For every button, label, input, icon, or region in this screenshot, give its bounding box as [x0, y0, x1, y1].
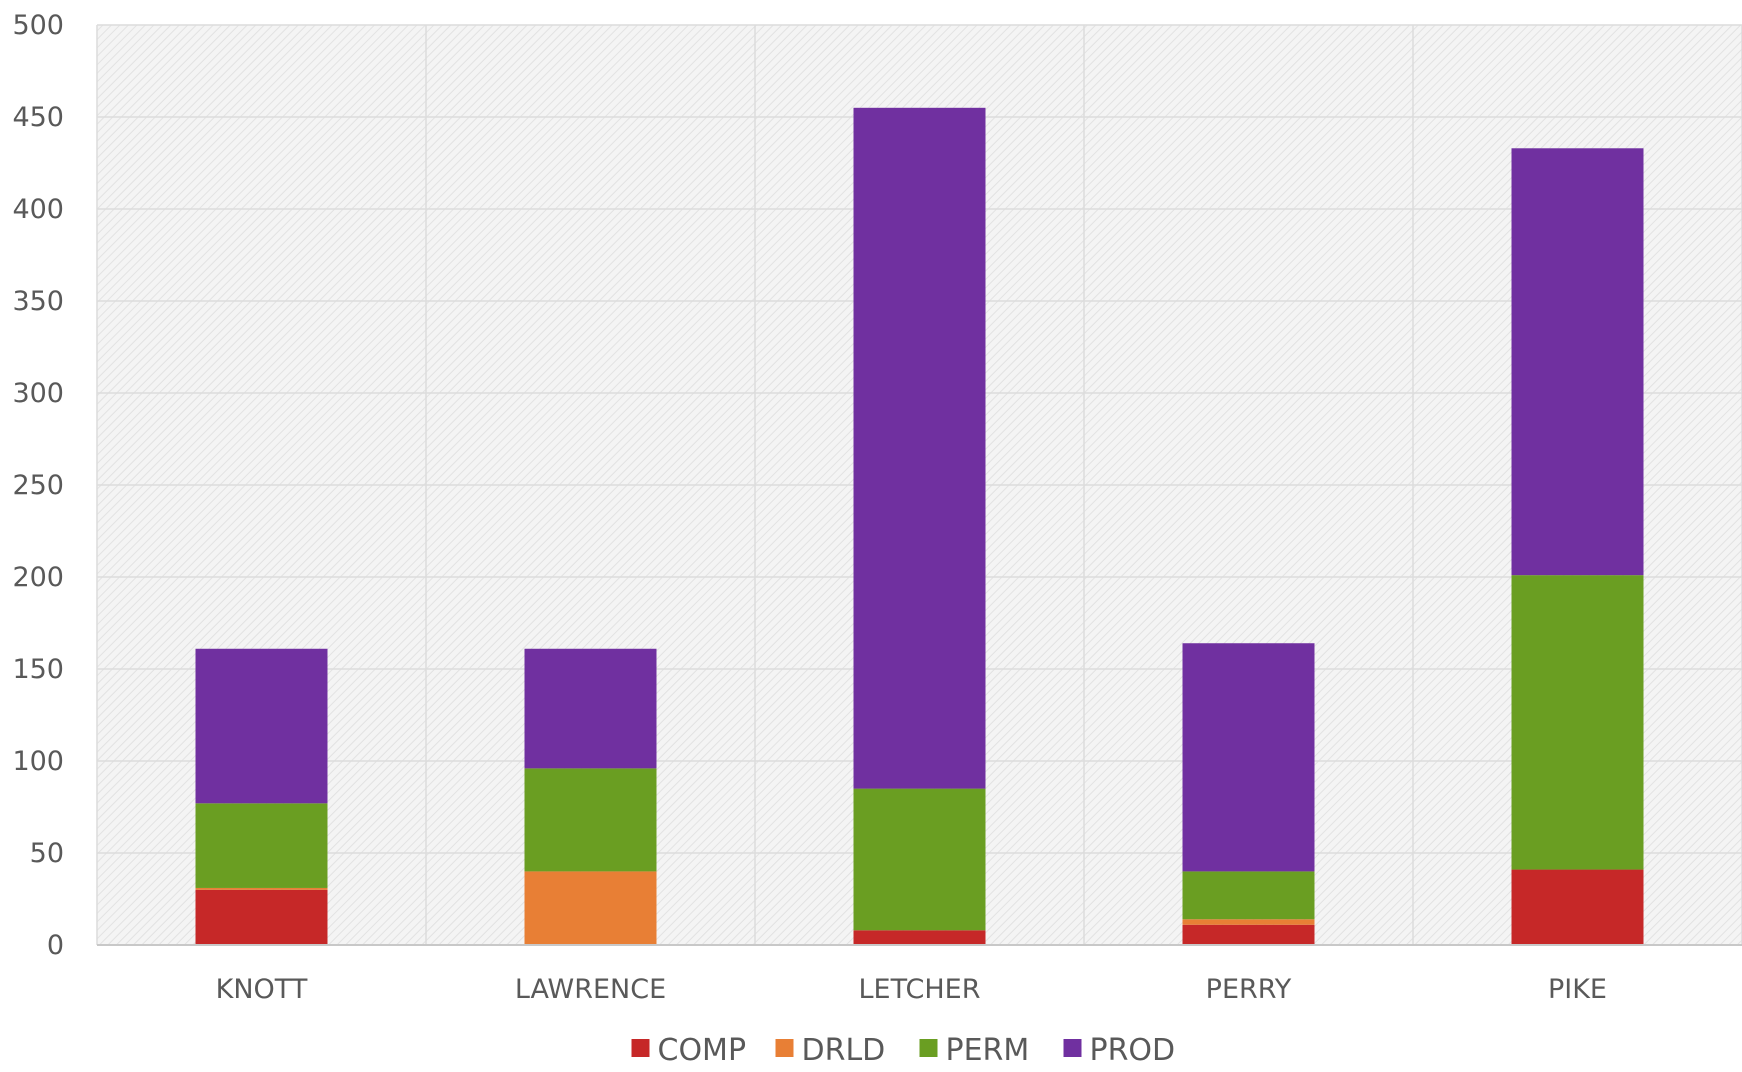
legend-swatch	[775, 1039, 794, 1057]
y-tick-label: 0	[47, 930, 64, 961]
y-tick-label: 200	[12, 562, 64, 593]
legend-item-perm: PERM	[919, 1033, 1030, 1068]
legend: COMP DRLD PERM PROD	[631, 1033, 1176, 1068]
bar-perm-pike	[1511, 575, 1644, 870]
x-tick-label: PERRY	[1206, 974, 1292, 1005]
y-tick-label: 400	[12, 194, 64, 225]
bar-comp-pike	[1511, 869, 1644, 945]
x-tick-label: KNOTT	[216, 974, 308, 1005]
bar-prod-letcher	[853, 107, 986, 789]
legend-swatch	[919, 1039, 938, 1057]
legend-item-drld: DRLD	[775, 1033, 886, 1068]
bar-prod-pike	[1511, 148, 1644, 576]
axes: 0 50 100 150 200 250 300 350 400 450 500 KNOTT LAWRE…	[12, 10, 1742, 1005]
y-tick-label: 300	[12, 378, 64, 409]
legend-item-prod: PROD	[1063, 1033, 1176, 1068]
legend-swatch	[1063, 1039, 1082, 1057]
legend-item-comp: COMP	[631, 1033, 747, 1068]
bar-perm-knott	[195, 803, 328, 888]
x-tick-label: LAWRENCE	[515, 974, 666, 1005]
legend-label: COMP	[658, 1033, 747, 1067]
y-tick-label: 250	[12, 470, 64, 501]
y-tick-label: 50	[30, 838, 64, 869]
bar-drld-perry	[1182, 919, 1315, 925]
legend-label: PERM	[946, 1033, 1030, 1067]
y-tick-label: 100	[12, 746, 64, 777]
y-tick-label: 150	[12, 654, 64, 685]
bar-perm-lawrence	[524, 768, 657, 872]
bar-drld-knott	[195, 887, 328, 890]
bar-perm-letcher	[853, 788, 986, 931]
y-tick-label: 500	[12, 10, 64, 41]
legend-label: DRLD	[802, 1033, 886, 1067]
legend-swatch	[631, 1039, 650, 1057]
x-tick-label: PIKE	[1548, 974, 1607, 1005]
bars	[195, 107, 1644, 945]
bar-perm-perry	[1182, 871, 1315, 920]
legend-label: PROD	[1090, 1033, 1176, 1067]
bar-prod-perry	[1182, 643, 1315, 872]
bar-comp-perry	[1182, 924, 1315, 945]
bar-comp-letcher	[853, 930, 986, 945]
x-tick-label: LETCHER	[859, 974, 981, 1005]
bar-comp-knott	[195, 889, 328, 945]
bar-prod-lawrence	[524, 648, 657, 769]
y-tick-label: 450	[12, 102, 64, 133]
y-tick-label: 350	[12, 286, 64, 317]
bar-drld-lawrence	[524, 871, 657, 945]
bar-prod-knott	[195, 648, 328, 804]
